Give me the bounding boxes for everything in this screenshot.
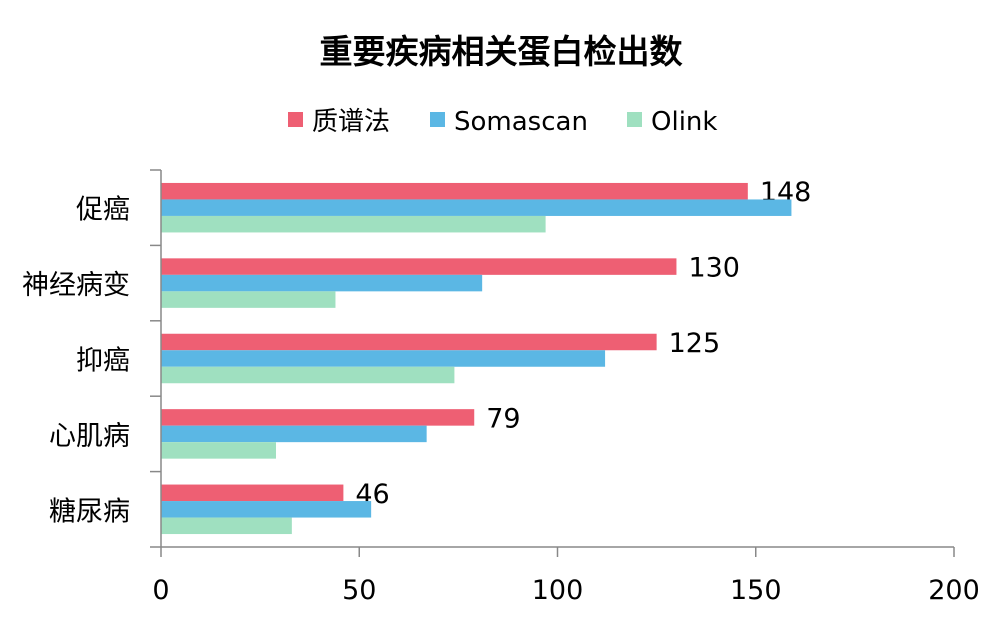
legend-label: Somascan bbox=[454, 107, 588, 137]
data-label: 79 bbox=[486, 403, 520, 434]
bar bbox=[161, 258, 677, 275]
data-label: 125 bbox=[669, 328, 721, 359]
y-tick-label: 心肌病 bbox=[49, 421, 130, 452]
bar bbox=[161, 366, 455, 384]
x-tick-label: 150 bbox=[730, 575, 782, 606]
legend-swatch bbox=[627, 112, 642, 127]
bar bbox=[161, 215, 546, 233]
bar bbox=[161, 409, 475, 426]
bar bbox=[161, 182, 748, 200]
x-tick-label: 100 bbox=[532, 575, 584, 606]
bar bbox=[161, 350, 606, 367]
bar bbox=[161, 442, 276, 459]
legend-item: 质谱法 bbox=[288, 107, 390, 137]
bar bbox=[161, 484, 344, 502]
bar bbox=[161, 291, 336, 308]
x-tick-label: 0 bbox=[152, 575, 169, 606]
data-label: 130 bbox=[688, 253, 740, 284]
x-tick-label: 200 bbox=[928, 575, 980, 606]
legend: 质谱法 Somascan Olink bbox=[288, 107, 717, 137]
bar bbox=[161, 425, 427, 443]
y-tick-label: 促癌 bbox=[76, 195, 130, 226]
y-tick-label: 抑癌 bbox=[76, 346, 130, 377]
legend-swatch bbox=[288, 112, 303, 127]
chart-title: 重要疾病相关蛋白检出数 bbox=[320, 32, 684, 71]
x-tick-label: 50 bbox=[342, 575, 376, 606]
bar bbox=[161, 274, 483, 292]
y-tick-label: 糖尿病 bbox=[49, 496, 130, 527]
legend-label: 质谱法 bbox=[312, 107, 390, 137]
legend-item: Somascan bbox=[430, 107, 588, 137]
bar bbox=[161, 501, 372, 518]
bar bbox=[161, 199, 792, 216]
legend-item: Olink bbox=[627, 107, 717, 137]
bar bbox=[161, 333, 657, 351]
y-tick-label: 神经病变 bbox=[22, 270, 130, 301]
bar bbox=[161, 517, 292, 535]
legend-label: Olink bbox=[651, 107, 717, 137]
legend-swatch bbox=[430, 112, 445, 127]
